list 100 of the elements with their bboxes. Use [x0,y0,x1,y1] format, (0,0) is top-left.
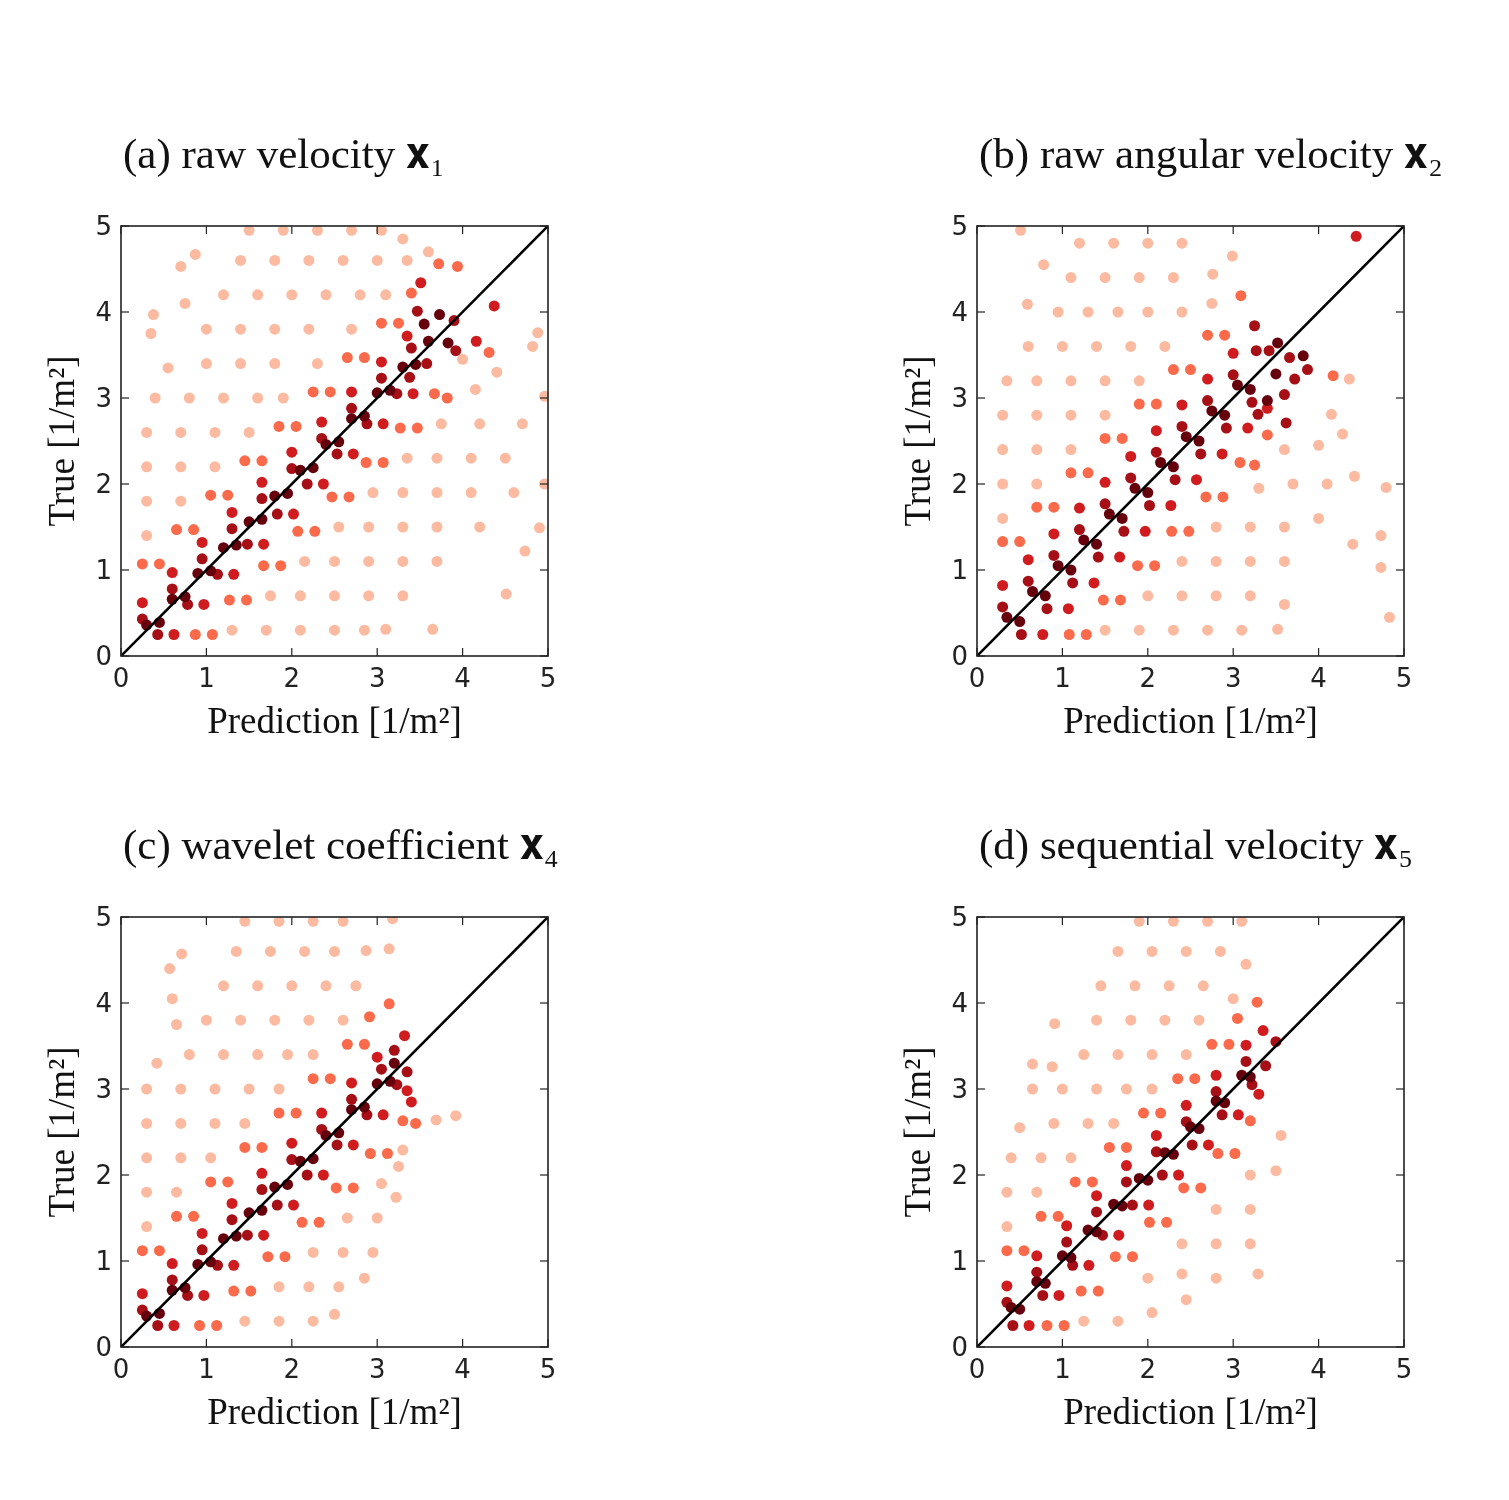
y-tick-label: 5 [95,211,112,242]
point [1260,1060,1272,1072]
point [241,594,253,606]
point [1018,1245,1030,1257]
point [1220,422,1232,434]
point [296,1216,308,1228]
point [1246,396,1258,408]
point [1234,457,1246,468]
point [1109,1251,1121,1263]
point [1253,1088,1265,1100]
point [1001,1221,1013,1233]
point [226,1214,238,1226]
point [1280,417,1292,429]
point [1052,560,1064,572]
point [1180,1294,1192,1306]
point [273,1107,285,1119]
point [401,1066,413,1078]
point [1039,590,1051,602]
point [433,258,445,270]
point [1176,1238,1188,1250]
point [1027,1058,1039,1070]
point [1139,525,1151,537]
point [256,476,268,488]
point [407,388,419,400]
point [1091,1206,1103,1218]
point [1073,524,1085,536]
point [1210,1238,1222,1250]
point [415,277,427,289]
point [451,260,463,272]
point [450,345,462,357]
y-tick-label: 2 [95,469,112,500]
point [1214,945,1226,957]
point [1212,1148,1224,1159]
point [1069,1176,1081,1188]
point [196,1227,208,1239]
x-tick-label: 5 [539,663,557,693]
point [1080,629,1092,640]
point [1048,1117,1060,1129]
point [1061,1236,1073,1248]
point [1126,1199,1138,1211]
point [1240,1039,1252,1051]
point [1270,1165,1282,1177]
y-tick-label: 4 [95,988,112,1019]
point [1146,945,1158,957]
point [1150,1129,1162,1141]
point [275,560,287,572]
point [1099,432,1111,444]
point [404,371,416,383]
point [1001,1245,1013,1257]
point [1275,1129,1287,1141]
point [317,478,329,490]
point [262,1251,274,1263]
point [1195,1182,1207,1194]
point [309,525,321,537]
point [222,1176,234,1188]
point [411,305,423,317]
point [347,1139,359,1151]
y-tick-label: 3 [95,383,112,414]
point [1166,525,1178,537]
point [271,508,283,520]
x-tick-label: 3 [1224,1354,1242,1384]
point [1086,1176,1098,1188]
point [1125,472,1137,484]
point [1144,500,1156,511]
point [997,579,1009,591]
point [239,455,251,467]
point [1031,501,1043,513]
y-tick-label: 1 [95,555,112,586]
point [341,1038,353,1050]
point [1001,1280,1013,1292]
point [394,422,406,434]
point [1120,1160,1132,1172]
point [488,300,500,312]
point [286,446,298,458]
point [1048,501,1060,513]
point [1023,1320,1035,1331]
point [245,1285,257,1297]
point [1149,560,1161,572]
point [1075,1285,1087,1297]
point [1146,1049,1158,1061]
point [205,1176,217,1188]
point [1252,408,1264,420]
point [1113,1229,1125,1241]
point [1227,369,1239,381]
point [223,594,235,606]
x-tick-label: 4 [454,663,471,693]
point [1231,1012,1243,1024]
point [1231,379,1243,391]
point [1142,487,1154,499]
x-tick-label: 1 [198,1354,215,1384]
point [1120,1083,1132,1095]
point [1186,1139,1198,1151]
y-tick-label: 3 [95,1074,112,1105]
point [1027,1083,1039,1095]
point [418,318,430,330]
y-tick-label: 0 [95,641,112,672]
point [1202,395,1214,407]
point [256,1141,268,1153]
point [153,1245,165,1257]
point [381,1148,393,1159]
